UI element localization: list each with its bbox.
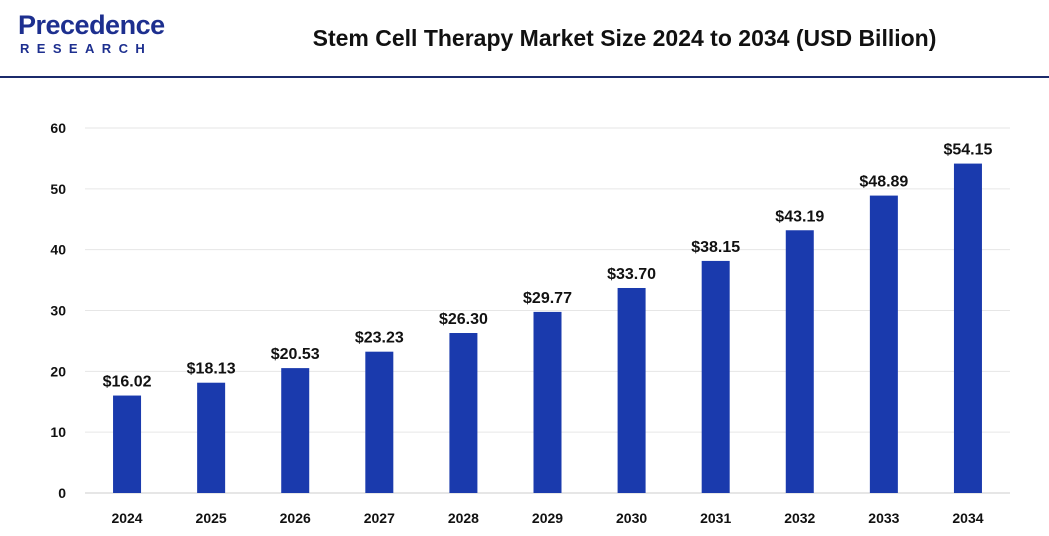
data-label-2033: $48.89 (859, 174, 908, 191)
brand-logo[interactable]: Precedence RESEARCH (18, 10, 188, 60)
data-label-2026: $20.53 (271, 346, 320, 363)
bar-2026[interactable] (281, 368, 310, 493)
x-tick-label: 2028 (448, 510, 479, 526)
data-labels: $16.02 $18.13 $20.53 $23.23 $26.30 $29.77 $33.… (103, 142, 993, 391)
brand-subtitle: RESEARCH (20, 41, 153, 56)
x-tick-label: 2031 (700, 510, 731, 526)
y-axis-ticks: 0 10 20 30 40 50 60 (50, 120, 66, 501)
bar-2032[interactable] (785, 230, 814, 493)
y-tick-label: 0 (58, 485, 66, 501)
x-tick-label: 2026 (280, 510, 311, 526)
x-tick-label: 2027 (364, 510, 395, 526)
y-tick-label: 60 (50, 120, 66, 136)
bar-2025[interactable] (197, 382, 226, 493)
x-tick-label: 2029 (532, 510, 563, 526)
x-axis-ticks: 2024 2025 2026 2027 2028 2029 2030 2031 2032 2033… (111, 510, 983, 526)
x-tick-label: 2032 (784, 510, 815, 526)
x-tick-label: 2025 (196, 510, 227, 526)
x-tick-label: 2024 (111, 510, 142, 526)
y-tick-label: 50 (50, 181, 66, 197)
bar-2033[interactable] (869, 195, 898, 494)
data-label-2028: $26.30 (439, 311, 488, 328)
data-label-2031: $38.15 (691, 239, 740, 256)
data-label-2027: $23.23 (355, 330, 404, 347)
data-label-2034: $54.15 (943, 142, 992, 159)
chart-title: Stem Cell Therapy Market Size 2024 to 20… (312, 25, 937, 51)
bar-2029[interactable] (533, 311, 562, 493)
bars (113, 163, 982, 494)
x-tick-label: 2034 (952, 510, 983, 526)
data-label-2030: $33.70 (607, 266, 656, 283)
bar-2031[interactable] (701, 260, 730, 493)
x-tick-label: 2030 (616, 510, 647, 526)
bar-2028[interactable] (449, 333, 478, 493)
bar-2030[interactable] (617, 287, 646, 493)
data-label-2032: $43.19 (775, 208, 824, 225)
bar-2024[interactable] (113, 395, 142, 493)
y-tick-label: 10 (50, 424, 66, 440)
x-tick-label: 2033 (868, 510, 899, 526)
y-tick-label: 30 (50, 303, 66, 319)
data-label-2029: $29.77 (523, 290, 572, 307)
data-label-2025: $18.13 (187, 361, 236, 378)
data-label-2024: $16.02 (103, 374, 152, 391)
brand-name: Precedence (18, 10, 165, 40)
y-tick-label: 40 (50, 242, 66, 258)
bar-2034[interactable] (953, 163, 982, 493)
header: Precedence RESEARCH Stem Cell Therapy Ma… (0, 0, 1049, 78)
y-tick-label: 20 (50, 363, 66, 379)
bar-2027[interactable] (365, 351, 394, 493)
